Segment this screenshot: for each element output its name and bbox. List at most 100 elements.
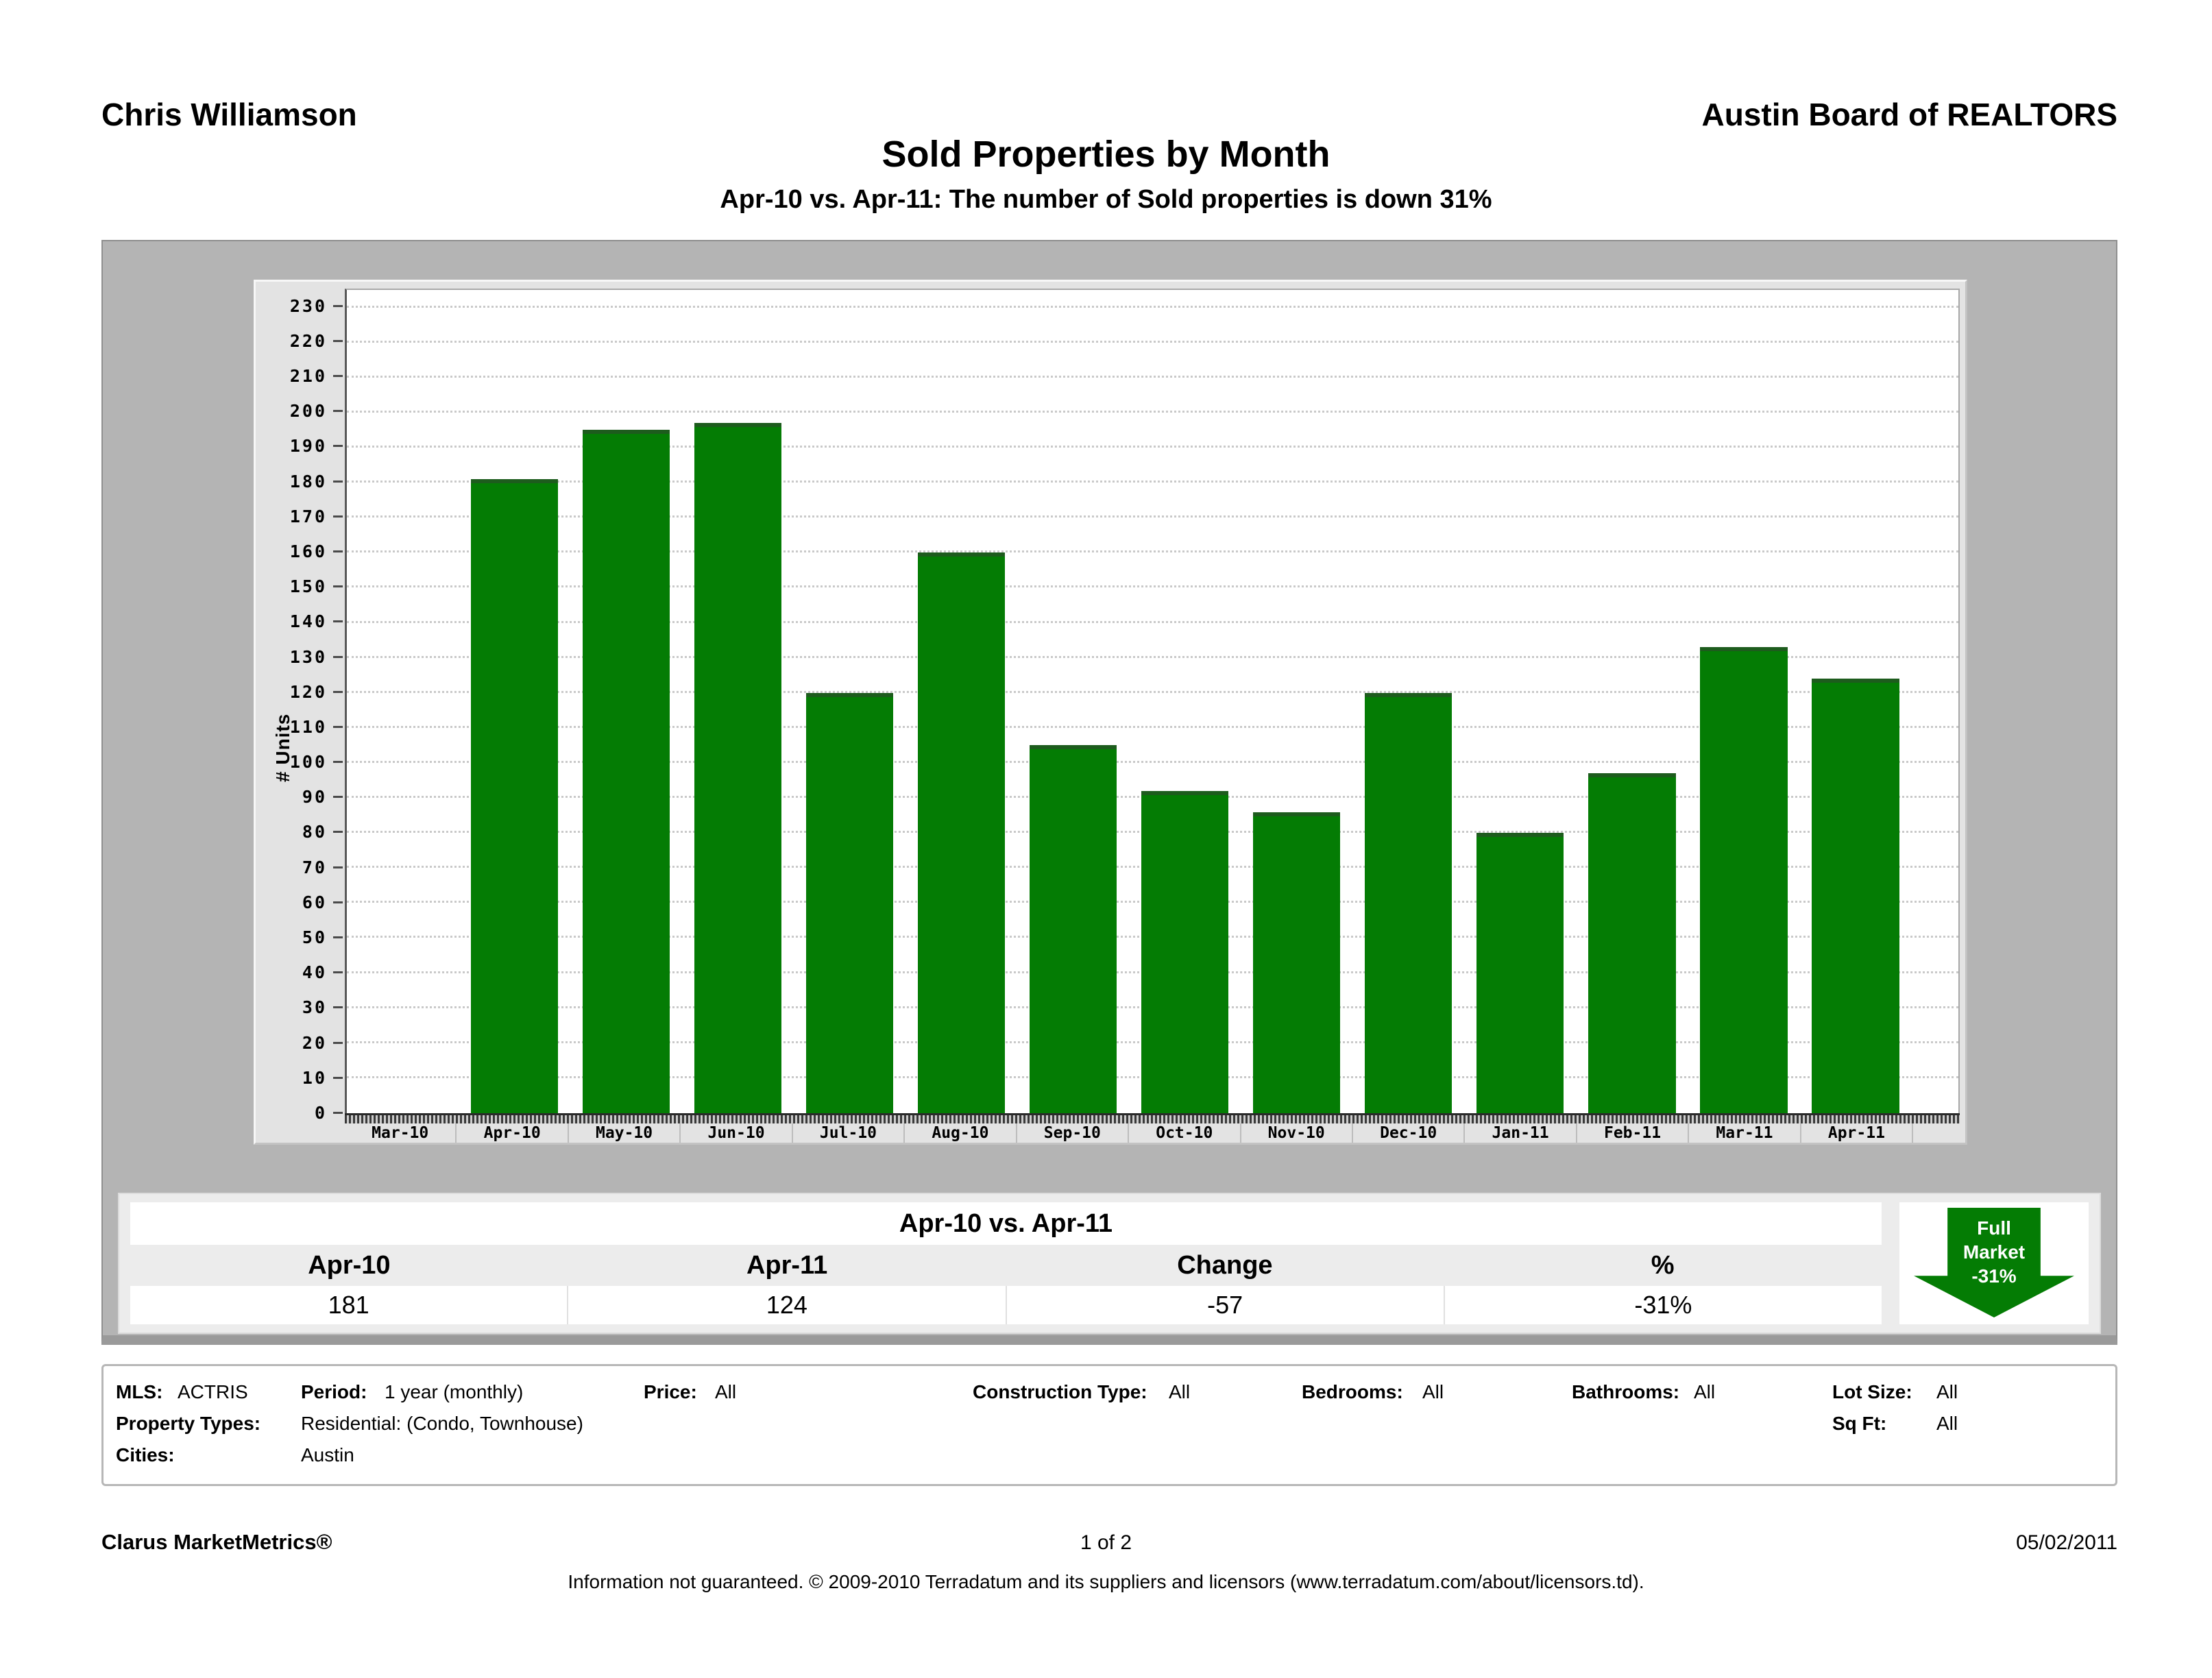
- x-tick-label: Dec-10: [1353, 1123, 1466, 1143]
- y-tick-mark: [333, 690, 343, 693]
- y-tick-label: 170: [289, 506, 327, 526]
- gridline: [347, 620, 1958, 623]
- bar-apr-11: [1812, 679, 1899, 1113]
- sqft-value: All: [1936, 1413, 1958, 1434]
- lot-size-value: All: [1936, 1381, 1958, 1402]
- y-tick-label: 60: [302, 892, 327, 912]
- report-date: 05/02/2011: [2016, 1531, 2117, 1554]
- y-tick-mark: [333, 1112, 343, 1114]
- table-value-cell: 124: [567, 1286, 1005, 1324]
- y-tick-mark: [333, 796, 343, 799]
- y-tick-label: 10: [302, 1067, 327, 1088]
- bar-jul-10: [806, 692, 894, 1113]
- y-tick-mark: [333, 374, 343, 377]
- bar-dec-10: [1365, 692, 1453, 1113]
- bar-feb-11: [1588, 773, 1676, 1113]
- x-axis-tick-strip: [345, 1113, 1960, 1123]
- mls-label: MLS:: [116, 1381, 163, 1402]
- y-tick-mark: [333, 304, 343, 307]
- y-tick-label: 110: [289, 716, 327, 737]
- bar-mar-11: [1700, 647, 1788, 1113]
- gridline: [347, 550, 1958, 553]
- construction-type-value: All: [1169, 1381, 1191, 1402]
- y-tick-label: 20: [302, 1032, 327, 1053]
- y-tick-label: 180: [289, 471, 327, 491]
- y-tick-mark: [333, 1041, 343, 1044]
- agent-name: Chris Williamson: [101, 97, 357, 132]
- plot-area: [345, 289, 1960, 1113]
- y-tick-mark: [333, 866, 343, 868]
- cities-label: Cities:: [116, 1444, 175, 1466]
- x-tick-label: Jul-10: [793, 1123, 906, 1143]
- cities-value: Austin: [301, 1444, 354, 1466]
- x-tick-label: Oct-10: [1129, 1123, 1241, 1143]
- y-tick-label: 130: [289, 646, 327, 667]
- y-tick-mark: [333, 339, 343, 342]
- y-axis-ticks: 0 10 20 30 40 50 60 70 80 90 100 110 120 130 140 150 160…: [256, 289, 345, 1123]
- y-tick-label: 100: [289, 752, 327, 773]
- gridline: [347, 410, 1958, 413]
- x-tick-label: Jan-11: [1465, 1123, 1577, 1143]
- y-tick-label: 30: [302, 997, 327, 1018]
- page-number: 1 of 2: [1080, 1531, 1132, 1554]
- y-tick-label: 50: [302, 927, 327, 948]
- y-tick-label: 220: [289, 330, 327, 351]
- gridline: [347, 340, 1958, 343]
- y-tick-label: 40: [302, 962, 327, 983]
- report-title: Sold Properties by Month: [882, 134, 1330, 175]
- table-header-cell: Apr-11: [746, 1251, 828, 1280]
- mls-value: ACTRIS: [178, 1381, 248, 1402]
- y-tick-label: 80: [302, 822, 327, 842]
- y-tick-mark: [333, 761, 343, 764]
- y-tick-mark: [333, 831, 343, 834]
- x-tick-label: Apr-10: [457, 1123, 569, 1143]
- y-tick-label: 120: [289, 681, 327, 702]
- bar-may-10: [583, 430, 670, 1113]
- y-tick-label: 140: [289, 611, 327, 632]
- y-tick-label: 210: [289, 365, 327, 386]
- y-tick-mark: [333, 480, 343, 483]
- y-tick-mark: [333, 1006, 343, 1009]
- bar-aug-10: [918, 552, 1006, 1113]
- table-value-cell: -57: [1005, 1286, 1444, 1324]
- construction-type-label: Construction Type:: [973, 1381, 1147, 1402]
- y-tick-mark: [333, 936, 343, 939]
- table-value-cell: 181: [328, 1291, 369, 1319]
- gridline: [347, 481, 1958, 483]
- price-value: All: [715, 1381, 737, 1402]
- gridline: [347, 585, 1958, 588]
- y-tick-label: 190: [289, 436, 327, 457]
- comparison-table: Apr-10 vs. Apr-11 Apr-10 Apr-11 Change% 18…: [118, 1193, 2101, 1334]
- badge-line-3: -31%: [1971, 1265, 2017, 1287]
- y-tick-mark: [333, 655, 343, 658]
- y-tick-label: 0: [314, 1103, 327, 1123]
- bedrooms-label: Bedrooms:: [1302, 1381, 1403, 1402]
- y-tick-label: 90: [302, 787, 327, 807]
- property-types-value: Residential: (Condo, Townhouse): [301, 1413, 583, 1434]
- y-tick-mark: [333, 410, 343, 413]
- y-tick-label: 160: [289, 541, 327, 561]
- x-tick-label: May-10: [569, 1123, 681, 1143]
- report-subtitle: Apr-10 vs. Apr-11: The number of Sold pr…: [720, 185, 1492, 214]
- y-tick-mark: [333, 725, 343, 728]
- badge-line-2: Market: [1962, 1241, 2026, 1263]
- x-tick-label: Nov-10: [1241, 1123, 1353, 1143]
- gridline: [347, 515, 1958, 518]
- bar-nov-10: [1253, 812, 1341, 1113]
- x-tick-label: Jun-10: [681, 1123, 793, 1143]
- full-market-badge-box: Full Market -31%: [1899, 1202, 2089, 1324]
- x-tick-label: Feb-11: [1577, 1123, 1690, 1143]
- period-label: Period:: [301, 1381, 367, 1402]
- comparison-value-row: 181 124 -57 -31%: [130, 1286, 1882, 1324]
- table-header-cell: %: [1651, 1251, 1675, 1280]
- bar-sep-10: [1030, 745, 1117, 1113]
- bar-apr-10: [470, 478, 559, 1113]
- sqft-label: Sq Ft:: [1832, 1413, 1887, 1434]
- table-header-cell: Apr-10: [308, 1251, 391, 1280]
- table-header-cell: Change: [1177, 1251, 1273, 1280]
- y-tick-mark: [333, 550, 343, 552]
- x-tick-label: Aug-10: [905, 1123, 1017, 1143]
- price-label: Price:: [644, 1381, 697, 1402]
- bar-jun-10: [694, 423, 782, 1113]
